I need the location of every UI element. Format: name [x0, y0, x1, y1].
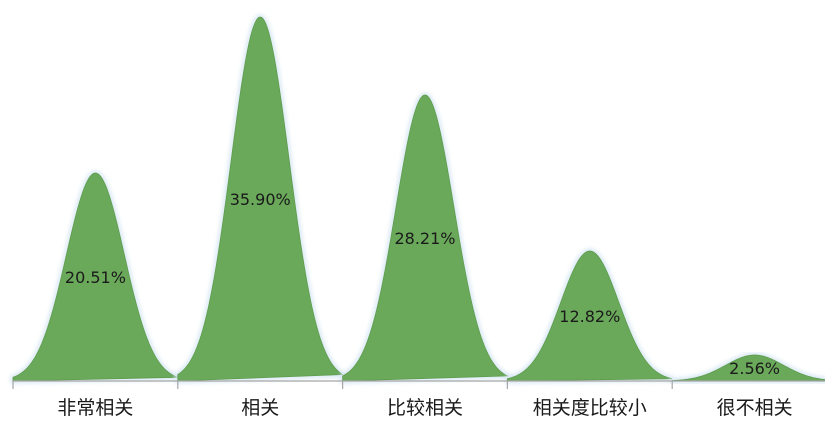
peaks-layer: [10, 14, 825, 384]
peak-2: [177, 16, 344, 382]
x-tick-label-2: 相关: [241, 397, 279, 419]
peak-3: [342, 94, 509, 382]
x-tick-label-1: 非常相关: [57, 397, 133, 419]
peak-4: [507, 250, 673, 382]
data-label-2: 35.90%: [230, 190, 291, 209]
data-labels-layer: 20.51% 35.90% 28.21% 12.82% 2.56%: [65, 190, 780, 378]
data-label-4: 12.82%: [559, 307, 620, 326]
x-tick-label-3: 比较相关: [387, 397, 463, 419]
x-axis-ticks: [12, 381, 673, 389]
x-tick-label-4: 相关度比较小: [533, 397, 647, 419]
peak-1: [12, 172, 178, 382]
data-label-5: 2.56%: [729, 359, 780, 378]
x-tick-label-5: 很不相关: [717, 397, 793, 419]
peak-5: [671, 354, 825, 382]
data-label-3: 28.21%: [394, 229, 455, 248]
x-axis-tick-labels: 非常相关 相关 比较相关 相关度比较小 很不相关: [57, 397, 792, 419]
data-label-1: 20.51%: [65, 268, 126, 287]
